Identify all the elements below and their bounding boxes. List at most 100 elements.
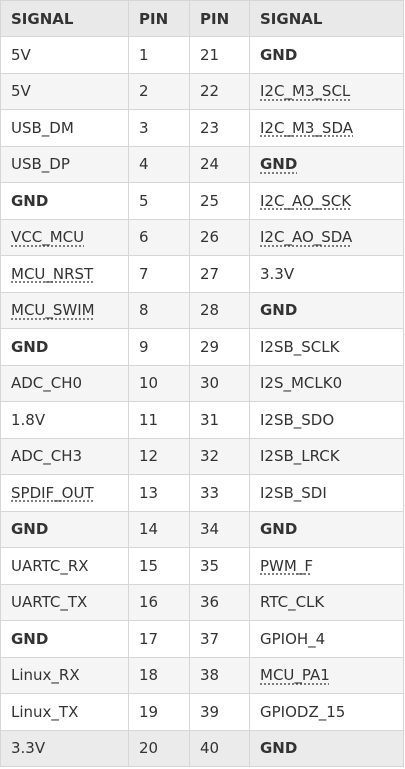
pin-right-cell: 24 [189,145,250,183]
signal-abbr[interactable]: I2C_AO_SDA [260,228,353,247]
table-row: GND 17 37 GPIOH_4 [0,620,404,658]
table-row: 1.8V 11 31 I2SB_SDO [0,401,404,439]
pin-right-cell: 30 [189,364,250,402]
pin-right-cell: 28 [189,291,250,329]
pin-left-cell: 8 [128,291,190,329]
pin-left-cell: 9 [128,328,190,366]
header-pin-left: PIN [128,0,190,37]
pin-right-cell: 33 [189,474,250,512]
pin-left-cell: 19 [128,693,190,731]
signal-right-cell: GND [249,510,404,548]
signal-right-cell: GPIODZ_15 [249,693,404,731]
signal-right-cell: I2SB_SCLK [249,328,404,366]
signal-abbr[interactable]: SPDIF_OUT [11,483,94,502]
table-row: 5V 1 21 GND [0,36,404,74]
pin-left-cell: 13 [128,474,190,512]
pin-right-cell: 35 [189,547,250,585]
signal-right-cell: I2SB_LRCK [249,437,404,475]
pin-right-cell: 26 [189,218,250,256]
pin-right-cell: 39 [189,693,250,731]
pin-left-cell: 15 [128,547,190,585]
signal-right-cell: 3.3V [249,255,404,293]
signal-left-cell: 5V [0,36,129,74]
signal-right-cell: I2SB_SDI [249,474,404,512]
table-row: MCU_NRST 7 27 3.3V [0,255,404,293]
pin-left-cell: 11 [128,401,190,439]
pin-right-cell: 40 [189,729,250,767]
pin-left-cell: 1 [128,36,190,74]
pin-left-cell: 3 [128,109,190,147]
signal-left-cell: SPDIF_OUT [0,474,129,512]
pin-left-cell: 14 [128,510,190,548]
signal-right-cell: MCU_PA1 [249,656,404,694]
table-row: UARTC_RX 15 35 PWM_F [0,547,404,585]
table-row: UARTC_TX 16 36 RTC_CLK [0,583,404,621]
table-row: GND 5 25 I2C_AO_SCK [0,182,404,220]
signal-abbr[interactable]: PWM_F [260,556,313,575]
pin-right-cell: 32 [189,437,250,475]
pin-right-cell: 34 [189,510,250,548]
signal-left-cell: GND [0,328,129,366]
pin-right-cell: 27 [189,255,250,293]
pin-right-cell: 29 [189,328,250,366]
signal-left-cell: UARTC_RX [0,547,129,585]
header-signal-left: SIGNAL [0,0,129,37]
signal-abbr[interactable]: I2C_M3_SDA [260,118,353,137]
pin-left-cell: 5 [128,182,190,220]
signal-right-cell: I2S_MCLK0 [249,364,404,402]
pin-left-cell: 10 [128,364,190,402]
table-row: GND 14 34 GND [0,510,404,548]
table-row: GND 9 29 I2SB_SCLK [0,328,404,366]
table-row: SPDIF_OUT 13 33 I2SB_SDI [0,474,404,512]
signal-abbr[interactable]: MCU_NRST [11,264,94,283]
signal-abbr[interactable]: MCU_SWIM [11,301,95,320]
pin-left-cell: 4 [128,145,190,183]
signal-abbr[interactable]: MCU_PA1 [260,666,330,685]
signal-left-cell: GND [0,182,129,220]
signal-left-cell: Linux_TX [0,693,129,731]
signal-right-cell: I2C_AO_SCK [249,182,404,220]
pin-right-cell: 22 [189,72,250,110]
signal-right-cell: RTC_CLK [249,583,404,621]
signal-abbr[interactable]: GND [260,155,298,174]
header-row: SIGNAL PIN PIN SIGNAL [0,0,404,37]
signal-abbr[interactable]: I2C_AO_SCK [260,191,352,210]
pin-left-cell: 16 [128,583,190,621]
signal-left-cell: USB_DM [0,109,129,147]
signal-right-cell: GND [249,729,404,767]
table-row: 3.3V 20 40 GND [0,729,404,767]
pin-right-cell: 21 [189,36,250,74]
signal-left-cell: GND [0,510,129,548]
table-row: Linux_RX 18 38 MCU_PA1 [0,656,404,694]
signal-left-cell: GND [0,620,129,658]
table-row: MCU_SWIM 8 28 GND [0,291,404,329]
signal-left-cell: 3.3V [0,729,129,767]
pin-left-cell: 12 [128,437,190,475]
table-row: ADC_CH3 12 32 I2SB_LRCK [0,437,404,475]
signal-right-cell: PWM_F [249,547,404,585]
table-header: SIGNAL PIN PIN SIGNAL [0,0,404,37]
signal-right-cell: I2C_M3_SDA [249,109,404,147]
table-row: ADC_CH0 10 30 I2S_MCLK0 [0,364,404,402]
pin-right-cell: 37 [189,620,250,658]
signal-left-cell: MCU_SWIM [0,291,129,329]
table-body: 5V 1 21 GND 5V 2 22 I2C_M3_SCL USB_DM 3 23 I2C_M3… [0,36,404,767]
pin-left-cell: 2 [128,72,190,110]
signal-right-cell: GND [249,36,404,74]
table-row: 5V 2 22 I2C_M3_SCL [0,72,404,110]
signal-left-cell: ADC_CH3 [0,437,129,475]
table-row: Linux_TX 19 39 GPIODZ_15 [0,693,404,731]
signal-left-cell: 5V [0,72,129,110]
pin-left-cell: 6 [128,218,190,256]
pin-right-cell: 38 [189,656,250,694]
signal-abbr[interactable]: VCC_MCU [11,228,85,247]
signal-right-cell: GND [249,145,404,183]
pin-right-cell: 36 [189,583,250,621]
table-row: USB_DM 3 23 I2C_M3_SDA [0,109,404,147]
signal-right-cell: I2SB_SDO [249,401,404,439]
signal-left-cell: MCU_NRST [0,255,129,293]
signal-left-cell: ADC_CH0 [0,364,129,402]
signal-abbr[interactable]: I2C_M3_SCL [260,82,351,101]
header-signal-right: SIGNAL [249,0,404,37]
